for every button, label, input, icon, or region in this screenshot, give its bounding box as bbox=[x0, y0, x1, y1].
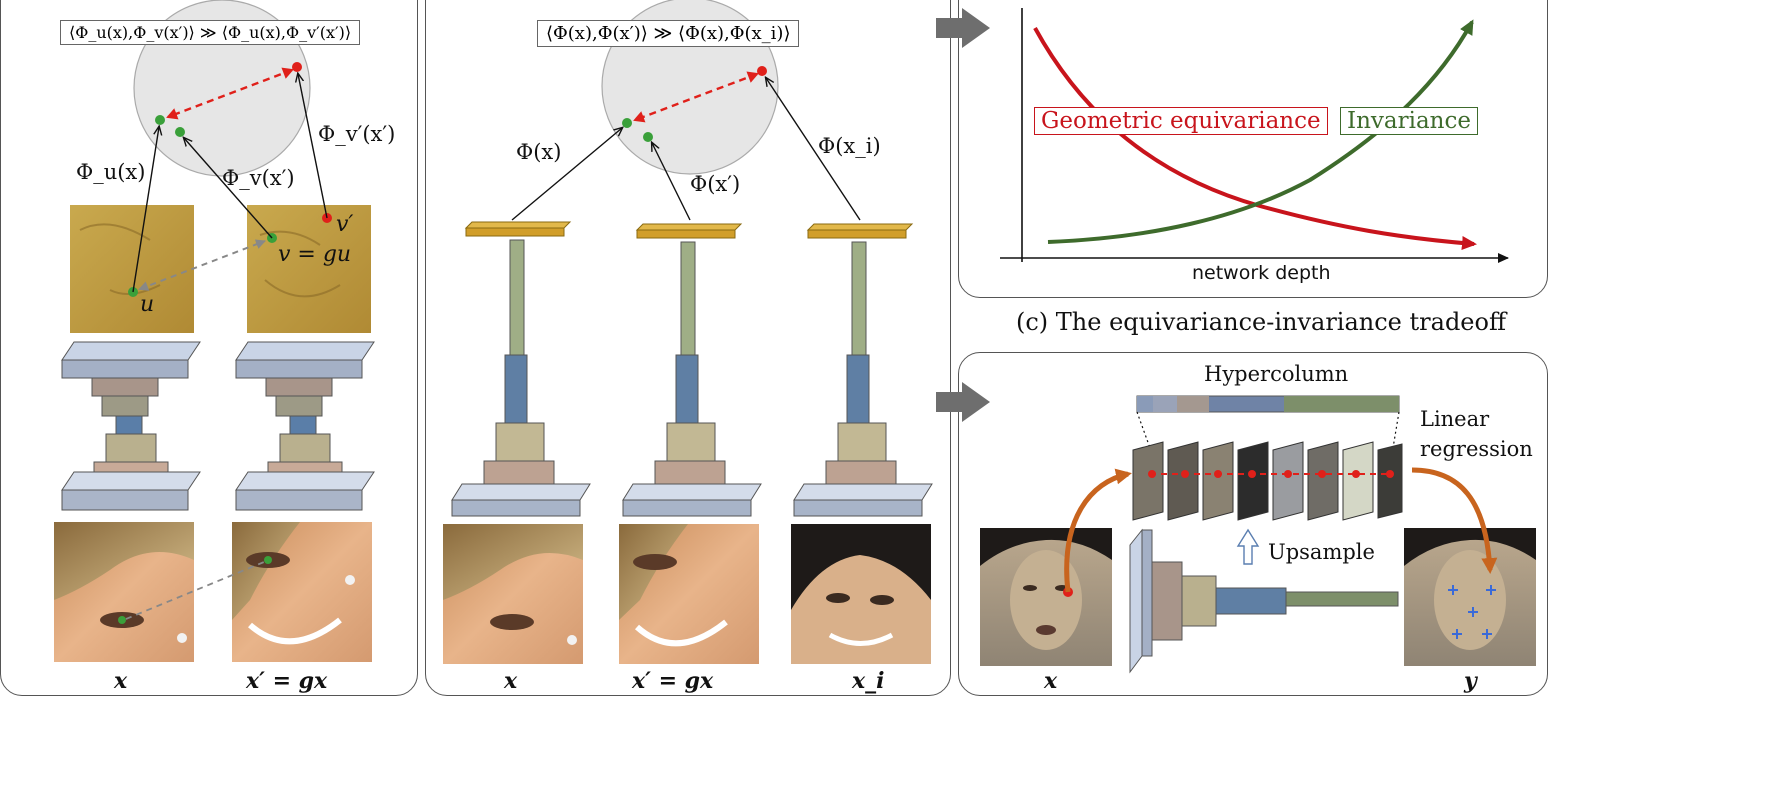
label-phi-v-xp: Φ_v(x′) bbox=[222, 166, 295, 190]
label-geometric-equivariance: Geometric equivariance bbox=[1034, 107, 1328, 135]
label-phi-x: Φ(x) bbox=[516, 140, 562, 164]
equation-panel-a: ⟨Φ_u(x),Φ_v(x′)⟩ ≫ ⟨Φ_u(x),Φ_v′(x′)⟩ bbox=[60, 20, 361, 45]
gray-dashed-face-link bbox=[125, 561, 265, 620]
upsample-arrow bbox=[1236, 528, 1260, 565]
label-point-vp: v′ bbox=[336, 212, 354, 237]
feature-map-left bbox=[70, 205, 194, 333]
network-stack-a-left bbox=[61, 341, 201, 511]
arrow-phi-v bbox=[184, 138, 273, 239]
panel-c-frame bbox=[958, 0, 1548, 298]
hypercolumn-guide-right bbox=[1392, 411, 1400, 449]
label-input-x: x bbox=[1044, 668, 1058, 694]
point-phi-xp bbox=[643, 132, 653, 142]
gray-dashed-arrow-uv bbox=[138, 239, 266, 291]
invariance-curve bbox=[1047, 19, 1474, 244]
cnn-d bbox=[1129, 528, 1399, 674]
label-output-y: y bbox=[1464, 668, 1477, 694]
panel-b-frame bbox=[425, 0, 951, 696]
label-image-b-middle: x′ = gx bbox=[632, 668, 714, 694]
face-image-b-1 bbox=[443, 524, 583, 664]
label-point-v: v = gu bbox=[278, 242, 352, 267]
orange-arrow-output bbox=[1411, 467, 1498, 574]
hypercolumn-guide-left bbox=[1136, 411, 1151, 449]
label-linear-regression: Linear regression bbox=[1420, 407, 1533, 461]
label-phi-xi: Φ(x_i) bbox=[818, 134, 881, 158]
label-phi-xp: Φ(x′) bbox=[690, 172, 741, 196]
face-image-d-output bbox=[1404, 528, 1536, 666]
equivariance-curve bbox=[1033, 27, 1477, 251]
point-phi-u bbox=[155, 115, 165, 125]
panel-c-caption: (c) The equivariance-invariance tradeoff bbox=[1016, 308, 1507, 336]
label-upsample: Upsample bbox=[1268, 540, 1375, 564]
face-image-d-input bbox=[980, 528, 1112, 666]
label-image-a-right: x′ = gx bbox=[246, 668, 328, 694]
tradeoff-plot bbox=[1000, 8, 1509, 263]
arrow-phi-xp bbox=[652, 143, 691, 221]
face-image-a-left bbox=[54, 522, 194, 662]
label-phi-vp-xp: Φ_v′(x′) bbox=[318, 122, 396, 146]
arrow-phi-u bbox=[132, 127, 159, 293]
point-phi-v bbox=[175, 127, 185, 137]
panel-a-frame bbox=[0, 0, 418, 696]
network-tower-b-2 bbox=[622, 223, 762, 517]
point-phi-vp bbox=[292, 62, 302, 72]
label-phi-u-x: Φ_u(x) bbox=[76, 160, 146, 184]
feature-map-right bbox=[247, 205, 371, 333]
slice-red-points bbox=[1148, 470, 1394, 478]
network-tower-b-1 bbox=[451, 221, 591, 517]
label-image-b-left: x bbox=[504, 668, 518, 694]
label-image-b-right: x_i bbox=[852, 668, 885, 694]
face-image-b-2 bbox=[619, 524, 759, 664]
network-stack-a-right bbox=[235, 341, 375, 511]
label-hypercolumn: Hypercolumn bbox=[1204, 362, 1349, 386]
arrow-phi-x bbox=[511, 128, 622, 221]
equation-panel-b: ⟨Φ(x),Φ(x′)⟩ ≫ ⟨Φ(x),Φ(x_i)⟩ bbox=[537, 20, 800, 47]
feature-slices bbox=[1132, 441, 1403, 521]
red-dashed-arrow-a bbox=[166, 67, 294, 120]
block-arrow-to-d bbox=[936, 382, 990, 422]
face-image-a-right bbox=[232, 522, 372, 662]
label-invariance: Invariance bbox=[1340, 107, 1478, 135]
arrow-phi-xi bbox=[766, 78, 861, 221]
hypercolumn-bar bbox=[1136, 395, 1400, 413]
orange-arrow-input bbox=[1064, 468, 1132, 593]
point-phi-x bbox=[622, 118, 632, 128]
panel-d-frame bbox=[958, 352, 1548, 696]
label-point-u: u bbox=[140, 292, 155, 317]
arrow-phi-vp bbox=[298, 74, 328, 219]
red-dashed-arrow-b bbox=[633, 71, 759, 123]
block-arrow-to-c bbox=[936, 8, 990, 48]
x-axis-label: network depth bbox=[1192, 262, 1331, 284]
point-phi-xi bbox=[757, 66, 767, 76]
network-tower-b-3 bbox=[793, 223, 933, 517]
label-image-a-left: x bbox=[114, 668, 128, 694]
face-image-b-3 bbox=[791, 524, 931, 664]
